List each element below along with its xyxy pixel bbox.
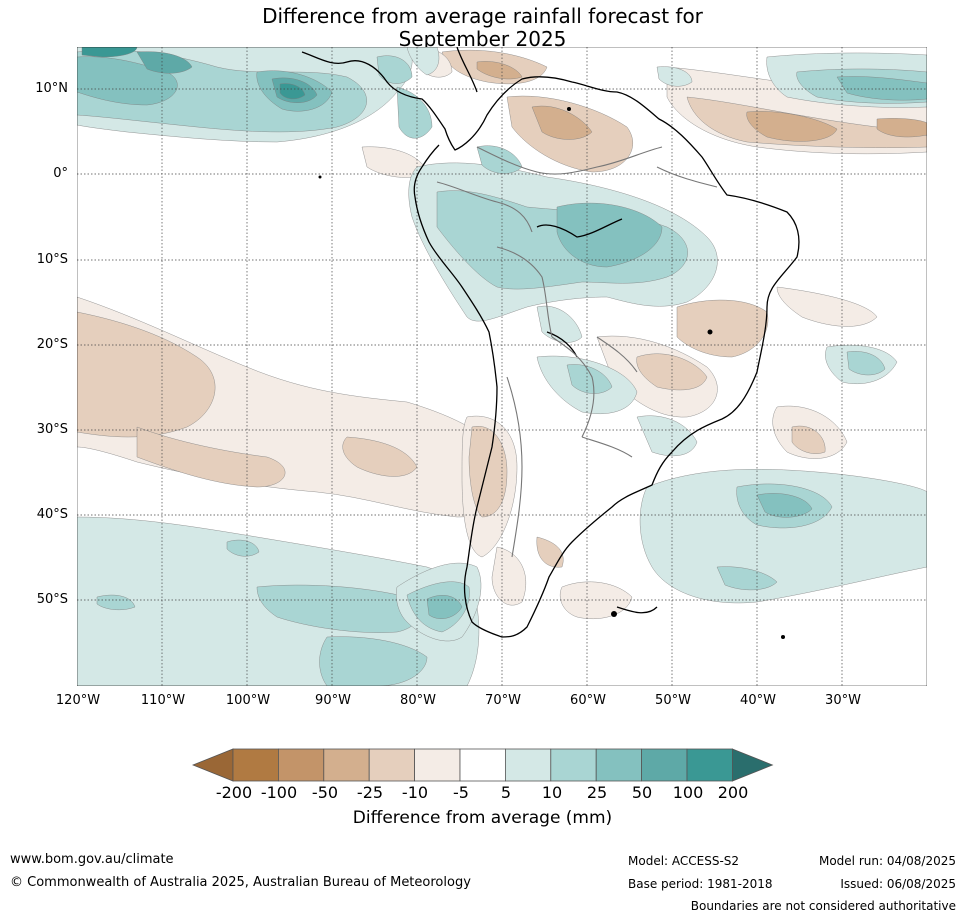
lat-label-40s: 40°S [36, 507, 68, 522]
colorbar-label: 25 [586, 783, 608, 802]
colorbar-label: -50 [311, 783, 339, 802]
colorbar-cell [550, 748, 597, 782]
colorbar-cell [368, 748, 415, 782]
colorbar [192, 748, 774, 782]
colorbar-label: -100 [260, 783, 298, 802]
colorbar-label: -5 [453, 783, 469, 802]
colorbar-label: -200 [215, 783, 253, 802]
gridlines [77, 47, 927, 686]
colorbar-cell [278, 748, 325, 782]
boundaries-disclaimer: Boundaries are not considered authoritat… [690, 899, 956, 913]
lat-label-30s: 30°S [36, 422, 68, 437]
colorbar-label: 50 [631, 783, 653, 802]
lat-label-0: 0° [53, 166, 68, 181]
lon-label-110w: 110°W [140, 693, 186, 708]
lat-label-10s: 10°S [36, 252, 68, 267]
colorbar-label: -25 [356, 783, 384, 802]
lat-label-20s: 20°S [36, 337, 68, 352]
colorbar-label: 100 [672, 783, 704, 802]
colorbar-cell [323, 748, 370, 782]
model-run-date: Model run: 04/08/2025 [818, 854, 956, 868]
colorbar-cell [504, 748, 552, 782]
chart-title-line2: September 2025 [398, 27, 567, 51]
islands [318, 107, 785, 639]
chart-title-line1: Difference from average rainfall forecas… [262, 4, 703, 28]
lon-label-50w: 50°W [655, 693, 691, 708]
colorbar-label: -10 [401, 783, 429, 802]
colorbar-extend-high [732, 748, 774, 782]
lon-label-30w: 30°W [825, 693, 861, 708]
country-borders [436, 146, 718, 558]
lat-label-50s: 50°S [36, 592, 68, 607]
colorbar-cell [595, 748, 643, 782]
colorbar-label: 5 [500, 783, 512, 802]
website-link[interactable]: www.bom.gov.au/climate [10, 852, 174, 867]
rainfall-anomaly-shading [77, 47, 927, 686]
colorbar-title: Difference from average (mm) [352, 808, 613, 828]
lon-label-100w: 100°W [225, 693, 271, 708]
lon-label-70w: 70°W [485, 693, 521, 708]
colorbar-cell [232, 748, 279, 782]
base-period: Base period: 1981-2018 [628, 877, 773, 891]
colorbar-label: 200 [717, 783, 749, 802]
lat-label-10n: 10°N [35, 81, 68, 96]
issued-date: Issued: 06/08/2025 [840, 877, 956, 891]
colorbar-cell [686, 748, 733, 782]
colorbar-cell [414, 748, 461, 782]
colorbar-cell [459, 748, 506, 782]
colorbar-label: 10 [541, 783, 563, 802]
lon-label-120w: 120°W [55, 693, 101, 708]
lon-label-40w: 40°W [740, 693, 776, 708]
lon-label-80w: 80°W [400, 693, 436, 708]
copyright-text: © Commonwealth of Australia 2025, Austra… [10, 875, 471, 890]
rainfall-map [77, 47, 927, 686]
lon-label-60w: 60°W [570, 693, 606, 708]
colorbar-extend-low [192, 748, 234, 782]
colorbar-cell [641, 748, 688, 782]
lon-label-90w: 90°W [315, 693, 351, 708]
model-name: Model: ACCESS-S2 [628, 854, 740, 868]
